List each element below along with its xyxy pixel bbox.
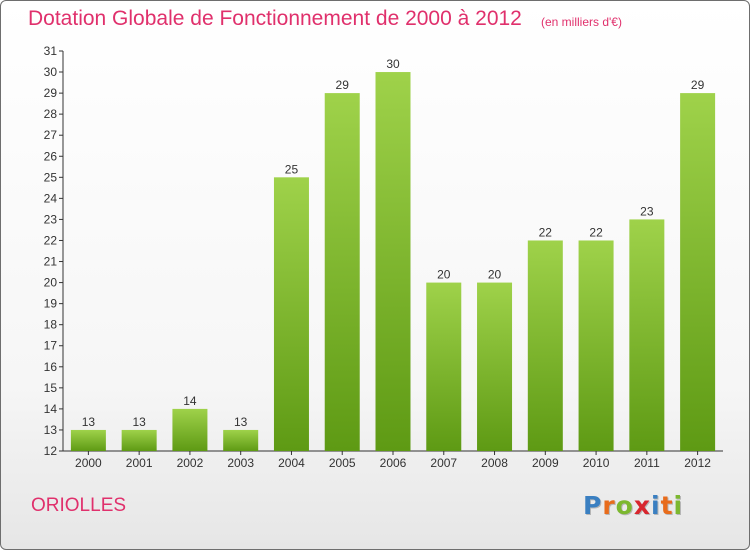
y-tick-label: 29 [44, 86, 58, 100]
y-tick-label: 17 [44, 339, 58, 353]
bar [477, 282, 513, 451]
bar [223, 429, 259, 451]
y-tick-label: 18 [44, 318, 58, 332]
y-tick-label: 21 [44, 255, 58, 269]
x-tick-label: 2010 [583, 456, 610, 470]
logo-letter: x [633, 491, 651, 520]
y-tick-label: 20 [44, 276, 58, 290]
y-tick-label: 14 [44, 402, 58, 416]
x-tick-label: 2000 [75, 456, 102, 470]
bar [172, 408, 208, 451]
y-tick-label: 19 [44, 297, 58, 311]
x-tick-label: 2005 [329, 456, 356, 470]
chart-subtitle: (en milliers d'€) [541, 15, 622, 29]
data-label: 20 [488, 268, 502, 282]
x-tick-label: 2003 [227, 456, 254, 470]
y-tick-label: 25 [44, 170, 58, 184]
data-label: 22 [539, 225, 553, 239]
data-label: 25 [285, 162, 299, 176]
bar [680, 93, 716, 452]
y-tick-label: 28 [44, 107, 58, 121]
y-tick-label: 26 [44, 149, 58, 163]
bar [578, 240, 614, 451]
y-tick-label: 22 [44, 233, 58, 247]
bar [629, 219, 665, 451]
x-tick-label: 2007 [430, 456, 457, 470]
x-tick-label: 2001 [126, 456, 153, 470]
data-label: 20 [437, 268, 451, 282]
bar [273, 177, 309, 451]
y-tick-label: 31 [44, 44, 58, 58]
data-label: 13 [82, 415, 96, 429]
logo-letter: o [615, 491, 634, 520]
x-tick-label: 2008 [481, 456, 508, 470]
y-tick-label: 27 [44, 128, 58, 142]
bar [375, 72, 411, 451]
bar-series [70, 72, 716, 452]
bar [527, 240, 563, 451]
data-labels: 13 13 14 13 25 29 30 20 20 22 22 23 29 [82, 57, 705, 429]
y-tick-label: 15 [44, 381, 58, 395]
data-label: 14 [183, 394, 197, 408]
bar [70, 429, 106, 451]
commune-name: ORIOLLES [31, 495, 127, 516]
x-tick-label: 2012 [684, 456, 711, 470]
y-tick-label: 16 [44, 360, 58, 374]
data-label: 30 [386, 57, 400, 71]
logo-letter: i [651, 491, 661, 520]
logo-letter: P [583, 491, 603, 520]
data-label: 29 [691, 78, 705, 92]
logo-letter: i [673, 491, 684, 520]
y-tick-label: 12 [44, 444, 58, 458]
chart-title: Dotation Globale de Fonctionnement de 20… [28, 7, 522, 30]
x-tick-label: 2009 [532, 456, 559, 470]
x-tick-label: 2006 [380, 456, 407, 470]
x-tick-label: 2011 [634, 456, 660, 470]
y-tick-label: 13 [44, 423, 58, 437]
bar [426, 282, 462, 451]
bar [324, 93, 360, 452]
logo-letter: r [602, 491, 616, 520]
x-tick-label: 2002 [177, 456, 204, 470]
data-label: 29 [336, 78, 350, 92]
data-label: 13 [132, 415, 146, 429]
y-tick-label: 23 [44, 212, 58, 226]
logo-letter: t [660, 491, 674, 520]
y-tick-label: 30 [44, 65, 58, 79]
data-label: 22 [589, 225, 603, 239]
bar [121, 429, 157, 451]
x-tick-label: 2004 [278, 456, 305, 470]
proxiti-logo[interactable]: Proxiti [583, 491, 683, 520]
data-label: 23 [640, 204, 654, 218]
data-label: 13 [234, 415, 248, 429]
y-tick-label: 24 [44, 191, 58, 205]
